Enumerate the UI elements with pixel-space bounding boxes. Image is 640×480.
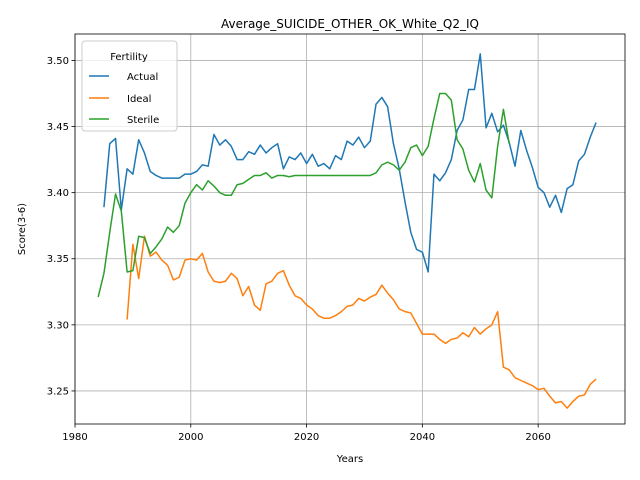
legend: Fertility Actual Ideal Sterile xyxy=(81,40,178,132)
y-axis: 3.25 3.30 3.35 3.40 3.45 3.50 xyxy=(47,56,75,397)
y-tick-label: 3.25 xyxy=(47,386,69,397)
chart-title: Average_SUICIDE_OTHER_OK_White_Q2_IQ xyxy=(221,17,479,31)
series-layer xyxy=(97,53,597,409)
x-tick-label: 1980 xyxy=(62,432,87,443)
grid xyxy=(74,34,625,424)
legend-box xyxy=(81,40,178,132)
series-line-actual xyxy=(103,53,597,273)
x-tick-label: 2040 xyxy=(410,432,435,443)
legend-label-sterile: Sterile xyxy=(127,115,159,126)
y-tick-label: 3.50 xyxy=(47,56,69,67)
x-tick-label: 2060 xyxy=(525,432,550,443)
y-tick-label: 3.40 xyxy=(47,188,69,199)
legend-title: Fertility xyxy=(110,52,148,63)
x-axis: 1980 2000 2020 2040 2060 xyxy=(62,424,551,443)
legend-label-actual: Actual xyxy=(127,72,158,83)
y-tick-label: 3.45 xyxy=(47,122,69,133)
series-line-ideal xyxy=(126,235,597,409)
x-axis-label: Years xyxy=(336,454,363,465)
y-tick-label: 3.35 xyxy=(47,254,69,265)
legend-label-ideal: Ideal xyxy=(127,94,151,105)
y-axis-label: Score(3-6) xyxy=(17,203,28,255)
x-tick-label: 2000 xyxy=(178,432,203,443)
x-tick-label: 2020 xyxy=(294,432,319,443)
series-line-sterile xyxy=(97,92,510,298)
y-tick-label: 3.30 xyxy=(47,320,69,331)
plot-frame xyxy=(74,33,626,425)
